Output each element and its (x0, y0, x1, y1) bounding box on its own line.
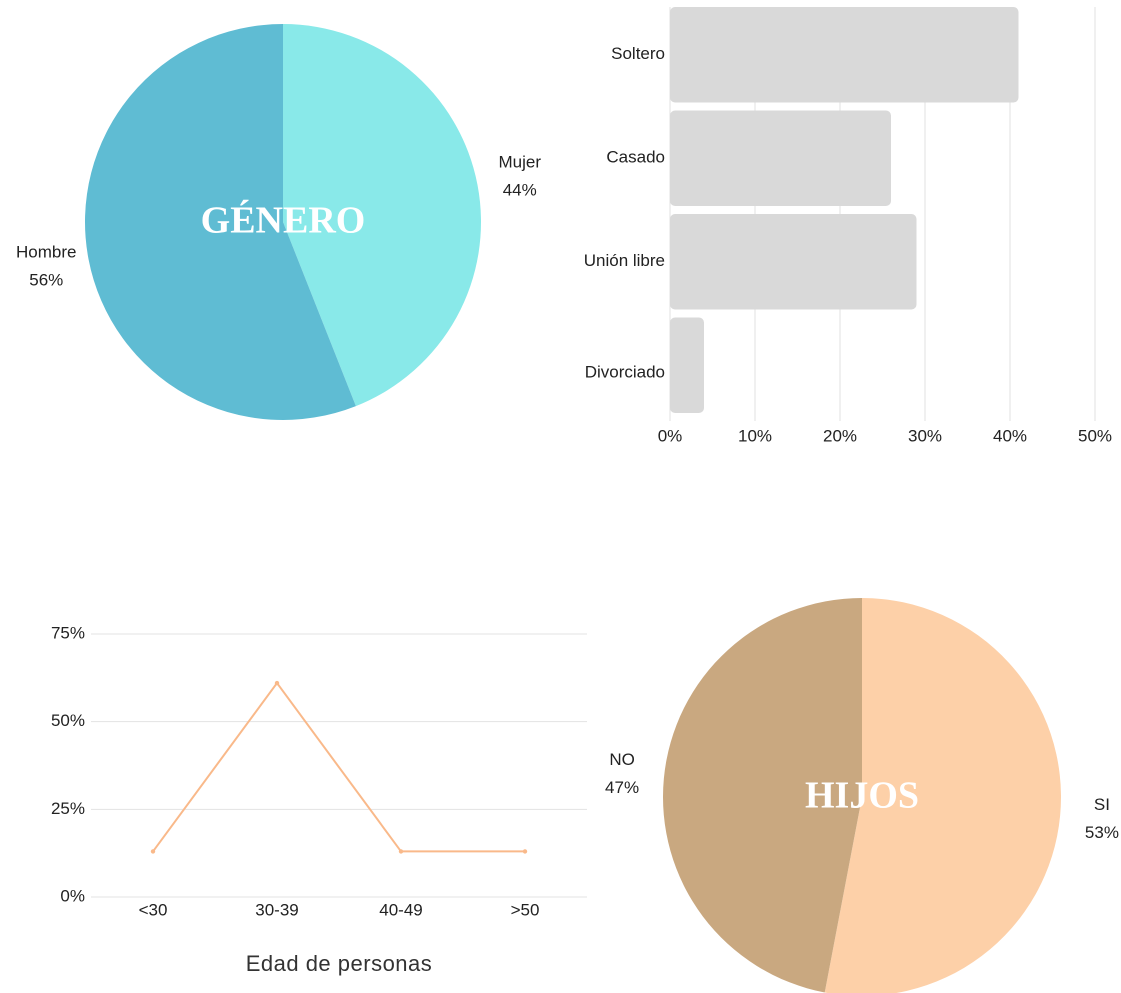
x-tick-label: 30% (908, 426, 942, 445)
y-tick-label: 50% (51, 711, 85, 730)
pie-title: HIJOS (805, 775, 919, 817)
pie-slice (662, 598, 862, 993)
x-tick-label: 0% (658, 426, 683, 445)
slice-value: 56% (29, 271, 63, 290)
point (398, 849, 404, 854)
y-tick-label: 0% (60, 886, 85, 905)
point (522, 849, 528, 854)
slice-label: Hombre (16, 243, 76, 262)
x-axis-label: Edad de personas (246, 951, 433, 976)
y-tick-label: Casado (606, 148, 665, 167)
slice-value: 47% (605, 778, 639, 797)
x-tick-label: 30-39 (255, 900, 298, 919)
slice-label: NO (609, 750, 635, 769)
slice-value: 44% (503, 180, 537, 199)
pie-slice (283, 24, 481, 407)
pie-slice (84, 24, 356, 421)
y-tick-label: 75% (51, 623, 85, 642)
bar (670, 7, 1019, 103)
x-tick-label: 50% (1078, 426, 1112, 445)
x-tick-label: 10% (738, 426, 772, 445)
y-tick-label: Soltero (611, 44, 665, 63)
point (150, 849, 156, 854)
x-tick-label: 40% (993, 426, 1027, 445)
line (152, 681, 525, 853)
x-tick-label: 40-49 (379, 900, 422, 919)
slice-value: 53% (1085, 823, 1119, 842)
x-tick-label: >50 (511, 900, 540, 919)
bar (670, 110, 891, 206)
pie-slice (824, 598, 1061, 993)
bar (670, 214, 917, 310)
x-tick-label: <30 (139, 900, 168, 919)
pie-title: GÉNERO (201, 200, 366, 242)
y-tick-label: Divorciado (585, 363, 665, 382)
slice-label: Mujer (498, 152, 541, 171)
y-tick-label: 25% (51, 799, 85, 818)
bar (670, 317, 704, 413)
x-tick-label: 20% (823, 426, 857, 445)
slice-label: SI (1094, 795, 1110, 814)
point (274, 680, 280, 686)
y-tick-label: Unión libre (584, 251, 665, 270)
